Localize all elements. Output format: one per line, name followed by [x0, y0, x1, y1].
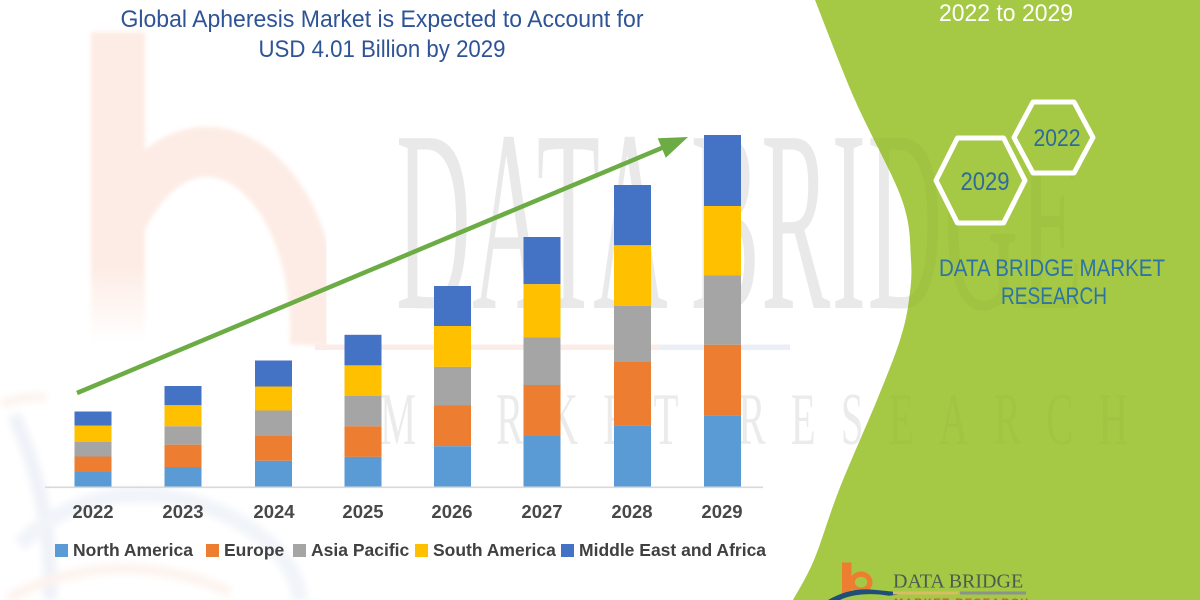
svg-text:2024: 2024	[253, 501, 295, 522]
svg-text:2028: 2028	[611, 501, 652, 522]
svg-text:South America: South America	[433, 540, 556, 560]
svg-text:Europe: Europe	[224, 540, 285, 560]
svg-text:Middle East and Africa: Middle East and Africa	[579, 540, 766, 560]
svg-text:Asia Pacific: Asia Pacific	[311, 540, 410, 560]
svg-text:North America: North America	[73, 540, 193, 560]
svg-text:2022: 2022	[1034, 125, 1081, 152]
svg-text:2025: 2025	[342, 501, 383, 522]
svg-text:DATA BRIDGE MARKET: DATA BRIDGE MARKET	[939, 255, 1165, 282]
svg-text:USD 4.01 Billion by 2029: USD 4.01 Billion by 2029	[259, 36, 506, 63]
svg-text:2023: 2023	[162, 501, 203, 522]
svg-text:2022 to 2029: 2022 to 2029	[939, 0, 1073, 27]
svg-text:MARKET RESEARCH: MARKET RESEARCH	[894, 597, 1030, 600]
svg-text:DATA BRIDGE: DATA BRIDGE	[893, 571, 1024, 593]
svg-text:Global Apheresis Market is Exp: Global Apheresis Market is Expected to A…	[121, 6, 644, 33]
svg-text:2022: 2022	[72, 501, 113, 522]
svg-text:2029: 2029	[961, 168, 1010, 196]
svg-text:2027: 2027	[521, 501, 562, 522]
svg-text:RESEARCH: RESEARCH	[1001, 283, 1107, 310]
svg-text:2026: 2026	[431, 501, 472, 522]
svg-text:2029: 2029	[701, 501, 742, 522]
